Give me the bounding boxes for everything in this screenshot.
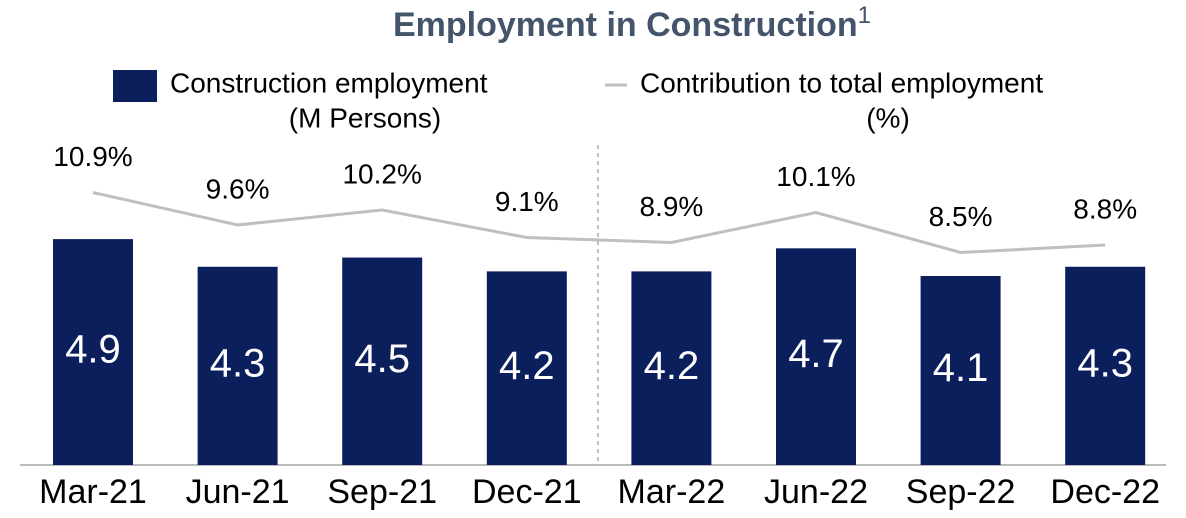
bar (776, 248, 856, 465)
bar-label: 4.2 (499, 344, 555, 388)
bar-label: 4.3 (1077, 341, 1133, 385)
legend-swatch (113, 70, 157, 102)
line-label: 10.2% (342, 158, 421, 189)
line-label: 10.9% (53, 141, 132, 172)
line-label: 8.9% (639, 191, 703, 222)
x-tick-label: Sep-21 (327, 473, 437, 511)
legend-label: (%) (866, 102, 910, 133)
bar (920, 275, 1001, 465)
title-note: 1 (858, 2, 871, 29)
bar-label: 4.9 (65, 328, 121, 372)
bar (53, 239, 133, 465)
bar-label: 4.1 (933, 346, 989, 390)
x-tick-label: Mar-21 (39, 473, 147, 511)
line-label: 8.8% (1073, 193, 1137, 224)
bar (197, 266, 278, 465)
legend-label: Construction employment (170, 67, 488, 98)
bar-label: 4.2 (644, 344, 700, 388)
x-tick-label: Sep-22 (906, 473, 1016, 511)
bar (486, 271, 567, 465)
bar (342, 257, 423, 465)
bar (631, 271, 712, 465)
chart-title: Employment in Construction1 (393, 2, 871, 44)
title-text: Employment in Construction (393, 6, 858, 44)
line-label: 10.1% (776, 161, 855, 192)
x-tick-label: Dec-22 (1050, 473, 1160, 511)
legend-label: (M Persons) (289, 102, 441, 133)
line (92, 191, 1106, 255)
line-label: 9.1% (495, 186, 559, 217)
x-tick-label: Jun-22 (764, 473, 868, 511)
x-tick-label: Mar-22 (618, 473, 726, 511)
bar (1065, 266, 1146, 465)
line-label: 8.5% (929, 201, 993, 232)
legend-label: Contribution to total employment (640, 67, 1043, 98)
x-tick-label: Dec-21 (472, 473, 582, 511)
bar-label: 4.5 (354, 337, 410, 381)
bar-label: 4.7 (788, 332, 844, 376)
x-tick-label: Jun-21 (186, 473, 290, 511)
bar-label: 4.3 (210, 341, 266, 385)
line-label: 9.6% (206, 173, 270, 204)
